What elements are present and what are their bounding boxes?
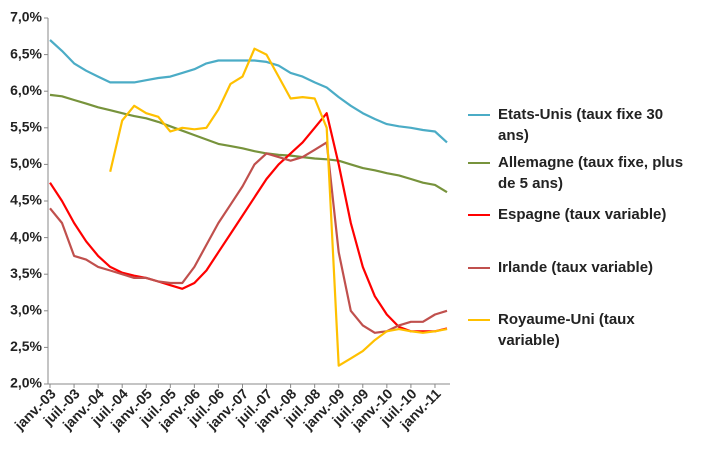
y-tick-label: 2,5%	[10, 338, 42, 354]
y-tick-label: 6,0%	[10, 82, 42, 98]
legend-swatch	[468, 319, 490, 321]
y-tick-label: 3,5%	[10, 265, 42, 281]
legend-entry: Royaume-Uni (taux variable)	[462, 309, 697, 351]
series-line	[49, 112, 448, 333]
legend-swatch	[468, 114, 490, 116]
y-tick-label: 5,5%	[10, 119, 42, 135]
series-line	[49, 141, 448, 334]
legend-label: Etats-Unis (taux fixe 30 ans)	[498, 106, 664, 144]
series-line	[49, 93, 448, 194]
legend-entry: Espagne (taux variable)	[462, 204, 666, 225]
series-line	[109, 47, 448, 367]
legend-swatch	[468, 162, 490, 164]
legend-label: Espagne (taux variable)	[498, 206, 667, 223]
chart: 2,0% 2,5% 3,0% 3,5% 4,0% 4,5% 5,0% 5,5% 6,0% 6,5%…	[10, 9, 450, 434]
y-tick-label: 3,0%	[10, 302, 42, 318]
y-tick-label: 6,5%	[10, 45, 42, 61]
y-tick-label: 7,0%	[10, 9, 42, 25]
y-tick-label: 5,0%	[10, 155, 42, 171]
legend-swatch	[468, 267, 490, 269]
y-tick-label: 2,0%	[10, 375, 42, 391]
y-tick-label: 4,0%	[10, 228, 42, 244]
series-line	[49, 39, 448, 144]
legend-label: Allemagne (taux fixe, plus de 5 ans)	[498, 154, 684, 192]
legend-swatch	[468, 214, 490, 216]
legend-entry: Allemagne (taux fixe, plus de 5 ans)	[462, 152, 697, 194]
legend-label: Irlande (taux variable)	[498, 259, 654, 276]
y-tick-label: 4,5%	[10, 192, 42, 208]
legend-entry: Etats-Unis (taux fixe 30 ans)	[462, 104, 697, 146]
legend-label: Royaume-Uni (taux variable)	[498, 311, 635, 349]
legend-entry: Irlande (taux variable)	[462, 257, 653, 278]
